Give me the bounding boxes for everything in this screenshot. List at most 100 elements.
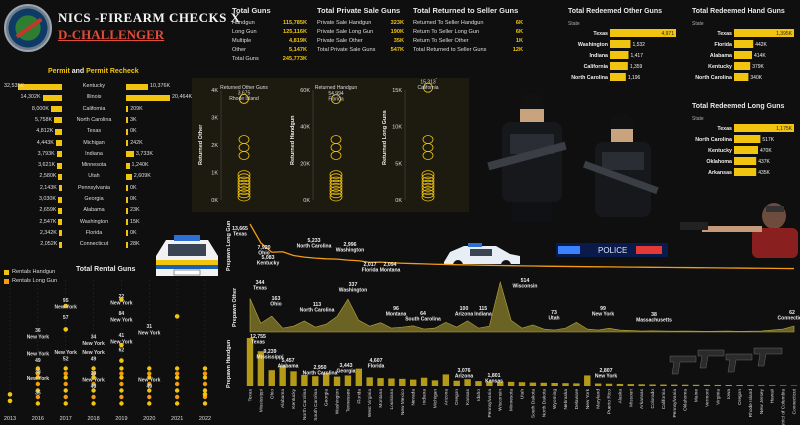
prepawn-long-annotation: 2,017 bbox=[364, 262, 377, 268]
permit-state: Georgia bbox=[84, 196, 104, 202]
redeemed-bar bbox=[610, 29, 676, 37]
rental-legend-item: Rentals Long Gun bbox=[4, 277, 57, 286]
redeemed-state: Indiana bbox=[589, 53, 608, 59]
private-sale-row: Private Sale Long Gun 190K bbox=[317, 28, 404, 37]
permit-title: Permit and Permit Recheck bbox=[48, 68, 139, 75]
permit-recheck-bar bbox=[126, 196, 128, 203]
rental-label: 49 bbox=[91, 357, 97, 363]
permit-value: 5,758K bbox=[34, 116, 53, 123]
prepawn-handgun-annotation: 1,801 bbox=[488, 373, 501, 379]
permit-recheck-value: 209K bbox=[130, 105, 143, 112]
redeemed-state: Alabama bbox=[710, 53, 732, 59]
redeemed-value: 517K bbox=[762, 137, 774, 143]
permit-bar bbox=[56, 151, 62, 158]
returned-annotation: Returned Other Guns bbox=[220, 85, 268, 91]
prepawn-handgun-category: Indiana bbox=[422, 389, 428, 405]
total-guns-value: 4,819K bbox=[288, 38, 307, 44]
prepawn-other-ylabel: Prepawn Other bbox=[232, 287, 238, 327]
prepawn-handgun-bar bbox=[355, 368, 362, 386]
prepawn-handgun-category: Arkansas bbox=[639, 388, 645, 409]
permit-bar bbox=[55, 140, 62, 146]
permit-state: Texas bbox=[86, 128, 102, 135]
police-car-image bbox=[444, 243, 520, 270]
permit-bar bbox=[54, 117, 62, 124]
permit-state: Minnesota bbox=[81, 162, 107, 169]
redeemed-value: 437K bbox=[758, 159, 770, 165]
redeemed-value: 1,532 bbox=[632, 42, 645, 48]
page-subtitle: D-CHALLENGER bbox=[58, 27, 165, 42]
returned-mark bbox=[422, 143, 434, 152]
returned-mark bbox=[421, 170, 435, 179]
prepawn-handgun-category: Alabama bbox=[280, 389, 286, 408]
rental-dot bbox=[202, 381, 208, 387]
returned-charts-svg: Returned Other 4K 3K 2K 1K 0K Returned Other G… bbox=[198, 74, 452, 204]
prepawn-handgun-bar bbox=[725, 385, 732, 386]
rental-dot bbox=[174, 371, 180, 376]
prepawn-handgun-bar bbox=[442, 374, 450, 386]
prepawn-handgun-category: Michigan bbox=[432, 389, 438, 409]
rental-label: 41 bbox=[119, 333, 125, 339]
redeemed-value: 1,196 bbox=[628, 75, 641, 81]
returned-tick: 3K bbox=[211, 116, 218, 122]
prepawn-handgun-bar bbox=[747, 385, 754, 386]
prepawn-other-annotation: 113 bbox=[313, 302, 321, 308]
prepawn-long-annotation: North Carolina bbox=[297, 244, 332, 250]
permit-bar bbox=[51, 106, 62, 113]
prepawn-other-annotation: Arizona bbox=[455, 312, 474, 318]
permit-recheck-value: 15K bbox=[130, 218, 140, 225]
rental-dot bbox=[35, 375, 41, 380]
prepawn-handgun-bar bbox=[322, 373, 330, 386]
prepawn-long-annotation: 2,094 bbox=[384, 262, 397, 268]
rental-dot bbox=[119, 342, 124, 348]
permit-recheck-bar bbox=[126, 173, 132, 180]
rental-label: New York bbox=[110, 301, 133, 307]
returned-annotation: Rhode Island bbox=[229, 96, 259, 102]
redeemed-value: 1,175K bbox=[776, 126, 793, 132]
rental-dot bbox=[119, 366, 124, 371]
rental-dot bbox=[119, 381, 124, 387]
prepawn-long-annotation: 5,083 bbox=[262, 255, 275, 261]
rental-dot bbox=[174, 394, 180, 400]
rental-dot bbox=[63, 401, 68, 406]
permit-bar bbox=[55, 128, 62, 135]
rental-dot bbox=[35, 401, 41, 406]
returned-mark bbox=[238, 151, 250, 160]
rental-dot bbox=[91, 371, 96, 376]
prepawn-handgun-bar bbox=[562, 383, 569, 386]
permit-bar bbox=[58, 196, 62, 203]
permit-value: 2,342K bbox=[39, 229, 57, 236]
prepawn-other-annotation: 62 bbox=[789, 310, 795, 316]
returned-seller-rows: Returned To Seller Handgun 6K Return To Se… bbox=[413, 19, 523, 55]
rental-label: New York bbox=[110, 318, 133, 324]
returned-mark bbox=[422, 151, 434, 160]
returned-annotation: California bbox=[417, 85, 438, 91]
prepawn-handgun-category: Vermont bbox=[704, 388, 710, 407]
redeemed-bar bbox=[610, 73, 626, 81]
prepawn-handgun-annotation: 3,443 bbox=[340, 363, 353, 369]
prepawn-handgun-annotation: 12,755 bbox=[250, 334, 266, 340]
total-guns-label: Total Guns bbox=[232, 56, 259, 62]
prepawn-other-annotation: 344 bbox=[256, 280, 265, 286]
returned-annotation: 15,313 bbox=[420, 79, 436, 85]
private-sale-label: Private Sale Other bbox=[317, 38, 363, 44]
permit-state: Indiana bbox=[85, 150, 103, 157]
prepawn-handgun-category: Nevada bbox=[411, 389, 417, 406]
prepawn-other-area bbox=[249, 280, 795, 333]
total-guns-label: Long Gun bbox=[232, 29, 257, 35]
rental-dot bbox=[147, 388, 152, 393]
permit-recheck-bar bbox=[126, 151, 134, 158]
prepawn-other-annotation: Indiana bbox=[474, 312, 492, 318]
permit-recheck-bar bbox=[126, 117, 128, 124]
rental-year: 2019 bbox=[115, 416, 127, 422]
prepawn-handgun-category: New Mexico bbox=[400, 389, 406, 415]
prepawn-other-annotation: Washington bbox=[339, 288, 367, 294]
rental-label: 36 bbox=[35, 328, 41, 334]
prepawn-handgun-bar bbox=[475, 381, 482, 386]
returned-tick: 60K bbox=[300, 88, 310, 94]
prepawn-other-annotation: North Carolina bbox=[300, 308, 335, 314]
rental-dot bbox=[63, 375, 68, 380]
rental-dot bbox=[63, 381, 68, 387]
permit-bar bbox=[57, 162, 62, 169]
returned-mark bbox=[237, 179, 251, 189]
rental-dot bbox=[63, 327, 69, 332]
